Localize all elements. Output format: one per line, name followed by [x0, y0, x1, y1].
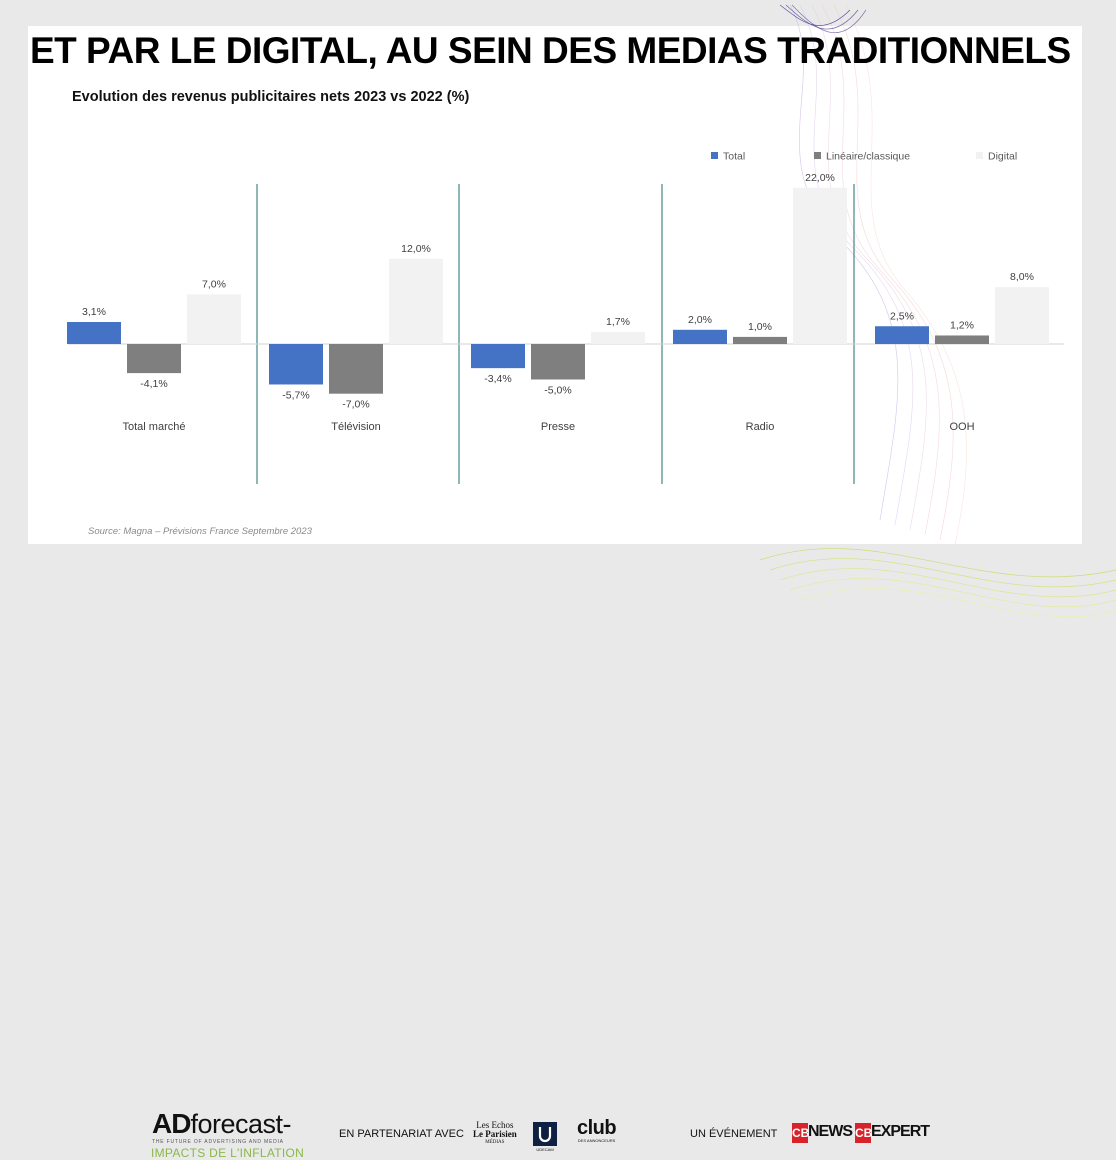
partner-label: EN PARTENARIAT AVEC: [339, 1128, 464, 1140]
legend-swatch: [711, 152, 718, 159]
data-label: 1,2%: [950, 319, 974, 331]
data-label: -4,1%: [140, 378, 167, 390]
cb-news-mark: CB: [792, 1123, 809, 1143]
slide: ET PAR LE DIGITAL, AU SEIN DES MEDIAS TR…: [0, 4, 1116, 1160]
chart-title: Evolution des revenus publicitaires nets…: [72, 89, 470, 105]
logo-forecast: forecast-: [190, 1109, 291, 1139]
data-label: 12,0%: [401, 243, 431, 255]
data-label: 2,5%: [890, 310, 914, 322]
source-note: Source: Magna – Prévisions France Septem…: [88, 526, 312, 537]
bar-0-4: [875, 326, 929, 344]
bar-2-2: [591, 331, 645, 344]
udecam-logo: [533, 1122, 557, 1146]
event-label: UN ÉVÉNEMENT: [690, 1128, 778, 1140]
cb-expert-mark: CB: [855, 1123, 872, 1143]
bar-2-0: [187, 294, 241, 344]
bar-chart: 3,1% -5,7% -3,4% 2,0% 2,5% -4,1% -7,0% -5,0% 1,0…: [67, 151, 1064, 484]
data-label: 7,0%: [202, 278, 226, 290]
category-label: OOH: [949, 421, 974, 433]
category-label: Presse: [541, 421, 575, 433]
bar-1-1: [329, 344, 383, 394]
data-label: 3,1%: [82, 306, 106, 318]
data-label: 1,0%: [748, 321, 772, 333]
udecam-icon: [538, 1127, 552, 1143]
category-label: Télévision: [331, 421, 381, 433]
slide-title: ET PAR LE DIGITAL, AU SEIN DES MEDIAS TR…: [30, 30, 1071, 71]
bar-0-1: [269, 344, 323, 385]
data-label: -5,7%: [282, 389, 309, 401]
bar-1-2: [531, 344, 585, 380]
lesechos-logo: Les Echos Le Parisien MÉDIAS: [473, 1121, 517, 1146]
bar-1-0: [127, 344, 181, 374]
data-label: 1,7%: [606, 316, 630, 328]
lesechos-line1: Les Echos: [476, 1120, 514, 1130]
footer: ADforecast- THE FUTURE OF ADVERTISING AN…: [0, 550, 1116, 1160]
bar-1-3: [733, 336, 787, 344]
bar-0-2: [471, 344, 525, 369]
legend-swatch: [814, 152, 821, 159]
logo-ad: AD: [152, 1108, 191, 1139]
udecam-label: UDECAM: [536, 1147, 554, 1152]
bar-0-0: [67, 321, 121, 344]
legend-label: Linéaire/classique: [826, 151, 910, 163]
cb-news-word: NEWS: [808, 1123, 853, 1140]
legend-label: Digital: [988, 151, 1017, 163]
data-label: -7,0%: [342, 399, 369, 411]
data-label: -5,0%: [544, 385, 571, 397]
bar-0-3: [673, 329, 727, 344]
bar-2-3: [793, 187, 847, 344]
cb-expert-word: EXPERT: [871, 1123, 930, 1140]
logo-tagline: THE FUTURE OF ADVERTISING AND MEDIA: [152, 1139, 284, 1145]
logo-subtitle: IMPACTS DE L'INFLATION: [151, 1146, 305, 1160]
category-label: Total marché: [123, 421, 186, 433]
data-label: -3,4%: [484, 373, 511, 385]
bar-2-1: [389, 258, 443, 344]
lesechos-line2: Le Parisien: [473, 1129, 517, 1139]
legend-label: Total: [723, 151, 745, 163]
bar-1-4: [935, 335, 989, 344]
adforecast-logo: ADforecast-: [152, 1108, 291, 1140]
data-label: 22,0%: [805, 172, 835, 184]
bar-2-4: [995, 287, 1049, 344]
club-sub: DES ANNONCEURS: [577, 1138, 616, 1143]
category-label: Radio: [746, 421, 775, 433]
data-label: 2,0%: [688, 314, 712, 326]
club-logo: club DES ANNONCEURS: [577, 1117, 617, 1144]
club-word: club: [577, 1117, 617, 1139]
data-label: 8,0%: [1010, 271, 1034, 283]
lesechos-line3: MÉDIAS: [485, 1140, 505, 1145]
legend-swatch: [976, 152, 983, 159]
